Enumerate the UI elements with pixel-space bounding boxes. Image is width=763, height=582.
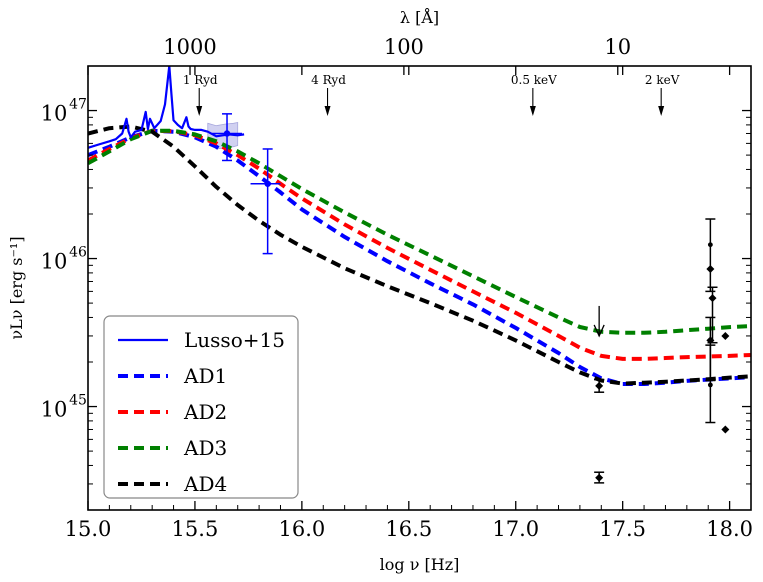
y-tick-exponent: 45 xyxy=(69,393,87,409)
energy-marker-arrow-head xyxy=(529,106,536,116)
energy-marker-label: 4 Ryd xyxy=(311,73,346,87)
legend-label: AD4 xyxy=(183,472,227,496)
x-tick-label: 15.5 xyxy=(172,517,219,541)
legend-box xyxy=(103,315,299,499)
black-data-point xyxy=(721,331,730,340)
blue-data-point xyxy=(223,130,231,137)
legend-label: Lusso+15 xyxy=(184,328,285,352)
black-data-point xyxy=(707,242,713,248)
y-tick-label: 10 xyxy=(41,102,68,126)
y-tick-label: 10 xyxy=(41,250,68,274)
y-axis-label: νLν [erg s⁻¹] xyxy=(7,236,26,339)
energy-marker-label: 1 Ryd xyxy=(183,73,218,87)
black-data-point xyxy=(595,473,604,482)
black-data-point xyxy=(707,382,713,388)
x-tick-label: 16.5 xyxy=(385,517,432,541)
legend-group: Lusso+15 AD1 AD2 AD3 AD4 xyxy=(103,315,299,499)
legend-label: AD2 xyxy=(183,400,227,424)
black-data-point xyxy=(595,381,604,390)
x-tick-label: 16.0 xyxy=(278,517,325,541)
blue-data-point xyxy=(264,180,271,187)
y-tick-exponent: 46 xyxy=(69,245,87,261)
data-points-group xyxy=(212,113,730,484)
annotations-group: 1 Ryd 4 Ryd 0.5 keV 2 keV xyxy=(183,73,680,116)
series-line-ad3 xyxy=(88,128,751,335)
black-data-point xyxy=(706,264,715,273)
x-tick-label: 15.0 xyxy=(65,517,112,541)
plot-frame xyxy=(87,65,752,511)
x-tick-label: 17.5 xyxy=(599,517,646,541)
lambda-tick-label: 1000 xyxy=(163,35,216,59)
energy-marker-label: 2 keV xyxy=(645,73,680,87)
y-tick-exponent: 47 xyxy=(69,97,87,113)
black-data-point xyxy=(721,425,730,434)
series-lines-group xyxy=(88,66,751,386)
y-tick-label: 10 xyxy=(41,398,68,422)
legend-label: AD1 xyxy=(183,364,227,388)
energy-marker-arrow-head xyxy=(196,106,203,116)
black-data-point xyxy=(706,336,715,345)
energy-marker-arrow-head xyxy=(324,106,331,116)
x-axis-label: log ν [Hz] xyxy=(380,555,460,574)
x-tick-label: 18.0 xyxy=(706,517,753,541)
series-line-lusso-15 xyxy=(88,66,245,149)
energy-marker-arrow-head xyxy=(658,106,665,116)
black-data-point xyxy=(708,294,717,303)
lambda-tick-label: 10 xyxy=(604,35,631,59)
legend-label: AD3 xyxy=(183,436,227,460)
lambda-tick-label: 100 xyxy=(384,35,424,59)
energy-marker-label: 0.5 keV xyxy=(511,73,557,87)
top-x-axis-label: λ [Å] xyxy=(400,7,439,27)
x-tick-label: 17.0 xyxy=(492,517,539,541)
series-line-ad2 xyxy=(88,128,751,361)
series-line-ad4 xyxy=(88,124,751,386)
upper-limit-arrow-head xyxy=(593,324,605,338)
